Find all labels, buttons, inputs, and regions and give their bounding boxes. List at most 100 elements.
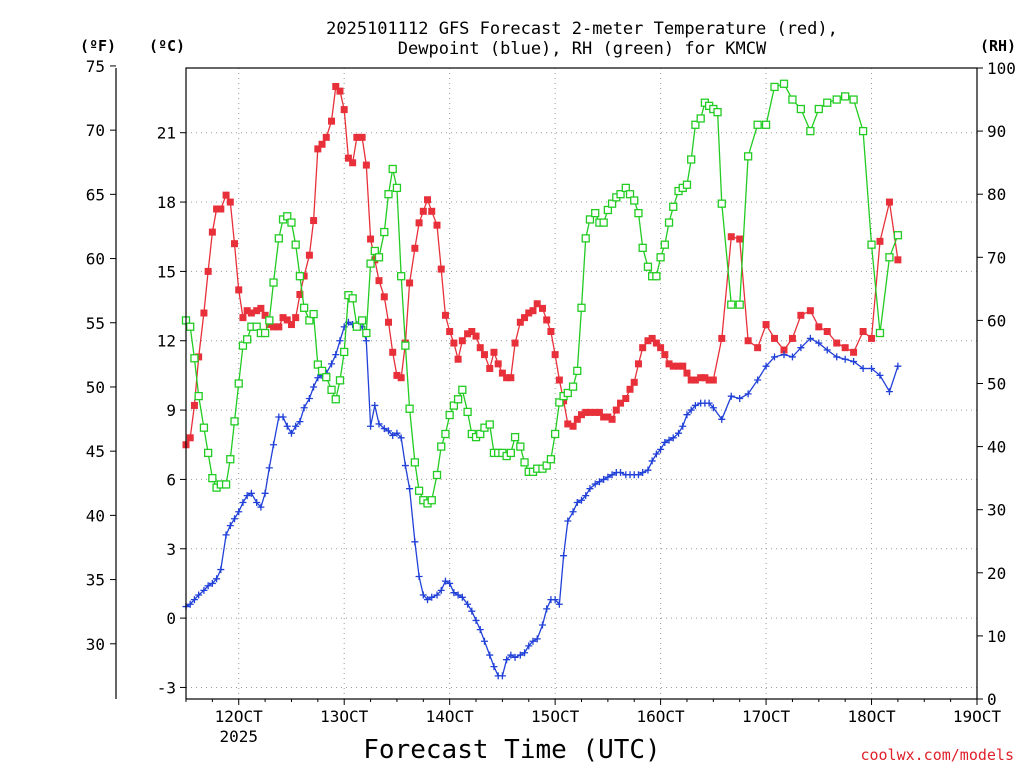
temperature-point [679, 362, 687, 370]
temperature-point [701, 374, 709, 382]
rh-point [806, 126, 815, 136]
temperature-point [494, 360, 502, 368]
rh-point [331, 395, 340, 404]
temperature-point [261, 311, 269, 319]
temperature-point [639, 344, 647, 352]
rh-point [309, 309, 318, 319]
rh-point [405, 404, 414, 413]
rh-tick-label: 0 [987, 690, 997, 709]
temperature-point [371, 256, 379, 264]
dewpoint-point [564, 517, 572, 525]
rh-point [463, 407, 472, 417]
dewpoint-point [397, 434, 405, 442]
rh-point [727, 300, 736, 309]
rh-point [449, 401, 459, 410]
temperature-point [283, 316, 291, 324]
temperature-point [476, 344, 484, 352]
rh-point [761, 120, 771, 129]
dewpoint-point [617, 468, 625, 476]
dewpoint-point [691, 401, 699, 409]
dewpoint-point [247, 489, 255, 497]
temperature-point [644, 337, 652, 345]
temperature-point [709, 376, 717, 384]
rh-point [388, 164, 397, 174]
rh-point [875, 328, 885, 338]
temperature-point [300, 272, 308, 280]
temperature-point [582, 408, 590, 416]
temperature-point [340, 106, 348, 114]
dewpoint-point [446, 579, 454, 587]
rh-point [893, 231, 903, 240]
temperature-point [208, 228, 216, 236]
rh-point [305, 316, 314, 325]
temperature-point [780, 346, 788, 354]
dewpoint-point [476, 626, 484, 634]
rh-point [603, 205, 613, 215]
x-tick-label: 15OCT [531, 707, 580, 726]
temperature-point [389, 348, 397, 356]
temperature-point [384, 318, 392, 326]
rh-point [696, 114, 705, 123]
temperature-point [626, 385, 634, 393]
dewpoint-point [529, 637, 537, 645]
temperature-point [652, 339, 660, 347]
dewpoint-point [419, 591, 427, 599]
dewpoint-point [823, 346, 831, 354]
rh-tick-label: 50 [987, 375, 1006, 394]
temperature-point [586, 408, 594, 416]
dewpoint-point [332, 351, 340, 359]
dewpoint-point [279, 413, 287, 421]
temperature-point [612, 406, 620, 414]
rh-point [735, 300, 744, 309]
temperature-point [433, 221, 441, 229]
dewpoint-point [744, 390, 752, 398]
dewpoint-point [833, 353, 841, 361]
rh-point [585, 215, 595, 224]
temperature-point [200, 309, 208, 317]
dewpoint-point [582, 492, 590, 500]
rh-point [401, 341, 410, 350]
dewpoint-point [648, 457, 656, 465]
dewpoint-point [480, 637, 488, 645]
dewpoint-point [841, 355, 849, 363]
dewpoint-point [204, 582, 212, 590]
rh-point [374, 253, 384, 262]
dewpoint-point [669, 434, 677, 442]
rh-point [357, 316, 367, 325]
temperature-point [894, 256, 902, 264]
rh-tick-label: 40 [987, 438, 1006, 457]
dewpoint-point [675, 429, 683, 437]
rh-point [832, 95, 841, 104]
rh-point [885, 253, 894, 262]
temperature-point [257, 304, 265, 312]
dewpoint-point [521, 649, 529, 657]
temperature-point [328, 117, 336, 125]
temperature-point [437, 265, 445, 273]
rh-point [607, 199, 617, 208]
rh-point [410, 458, 420, 467]
dewpoint-point [310, 383, 318, 391]
dewpoint-point [200, 586, 208, 594]
temperature-point [344, 154, 352, 162]
rh-point [788, 95, 797, 104]
dewpoint-point [389, 432, 397, 440]
temperature-point [533, 300, 541, 308]
dewpoint-point [859, 364, 867, 372]
dewpoint-point [283, 422, 291, 430]
dewpoint-point [894, 362, 902, 370]
temperature-point [754, 344, 762, 352]
chart-title-line-2: Dewpoint (blue), RH (green) for KMCW [398, 39, 767, 59]
rh-point [630, 196, 639, 205]
x-tick-label: 14OCT [426, 707, 475, 726]
temperature-point [823, 327, 831, 335]
series-layer [181, 79, 903, 680]
rh-point [581, 234, 590, 243]
dewpoint-point [437, 586, 445, 594]
temperature-point [318, 140, 326, 148]
rh-point [317, 366, 327, 376]
dewpoint-point [665, 436, 673, 444]
rh-point [186, 322, 195, 331]
dewpoint-point [709, 404, 717, 412]
temperature-point [736, 235, 744, 243]
temperature-point [634, 360, 642, 368]
